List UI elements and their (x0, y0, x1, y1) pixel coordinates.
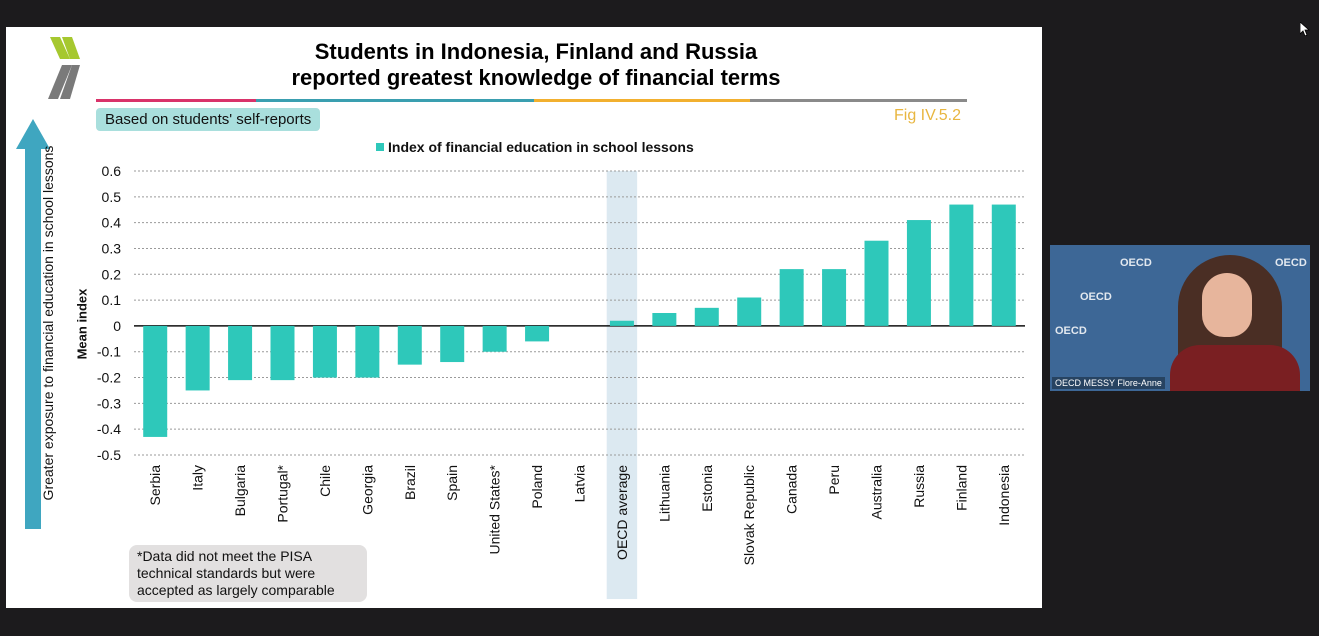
bar (482, 325, 507, 352)
bar (228, 325, 253, 381)
legend-label: Index of financial education in school l… (388, 139, 694, 155)
slide: Students in Indonesia, Finland and Russi… (6, 27, 1042, 608)
bar (397, 325, 422, 365)
bar (694, 307, 719, 326)
bar (779, 269, 804, 326)
y-tick-label: 0 (113, 318, 121, 334)
rule-segment-4 (750, 99, 967, 102)
bar (312, 325, 337, 378)
title-line-1: Students in Indonesia, Finland and Russi… (314, 39, 758, 64)
oecd-logo-icon (48, 37, 80, 99)
x-tick-label: Bulgaria (232, 465, 248, 517)
figure-number: Fig IV.5.2 (894, 107, 962, 124)
x-tick-label: Spain (444, 465, 460, 501)
bar (440, 325, 465, 363)
rule-segment-3 (534, 99, 750, 102)
x-tick-label: Poland (529, 465, 545, 509)
y-tick-label: -0.1 (97, 344, 121, 360)
bar (609, 320, 634, 326)
bar (270, 325, 295, 381)
video-tile[interactable]: OECD OECD OECD OECD OECD OECD MESSY Flor… (1050, 245, 1310, 391)
x-tick-label: United States* (487, 464, 503, 554)
title-line-2: reported greatest knowledge of financial… (291, 65, 781, 90)
y-tick-label: 0.1 (102, 292, 122, 308)
x-tick-label: Brazil (402, 465, 418, 500)
x-tick-label: Chile (317, 465, 333, 497)
participant-body (1170, 345, 1300, 391)
legend-swatch (376, 143, 384, 151)
slide-title: Students in Indonesia, Finland and Russi… (96, 39, 976, 91)
bar-chart: 0.6 0.5 0.4 0.3 0.2 0.1 0 -0.1 -0.2 -0.3 -0.4 -0.5 S… (97, 163, 1025, 599)
x-tick-label: Russia (911, 465, 927, 508)
y-tick-label: 0.3 (102, 240, 122, 256)
x-tick-label: Peru (826, 465, 842, 495)
bar (864, 240, 889, 326)
bar (906, 220, 931, 326)
participant-name: OECD MESSY Flore-Anne (1052, 377, 1165, 389)
footnote: *Data did not meet the PISA technical st… (129, 545, 367, 602)
x-tick-label: Estonia (699, 465, 715, 512)
bar (991, 204, 1016, 326)
x-tick-label: Latvia (572, 465, 588, 503)
y-tick-label: -0.3 (97, 395, 121, 411)
watermark: OECD (1120, 257, 1152, 269)
watermark: OECD (1275, 257, 1307, 269)
bar (652, 313, 677, 326)
watermark: OECD (1080, 291, 1112, 303)
bar (525, 325, 550, 342)
y-tick-label: 0.4 (102, 215, 122, 231)
participant-face (1202, 273, 1252, 337)
x-tick-label: OECD average (614, 465, 630, 560)
up-arrow-icon (16, 119, 50, 529)
bar (185, 325, 210, 391)
oecd-average-highlight (606, 171, 638, 599)
y-tick-label: 0.6 (102, 163, 122, 179)
y-tick-label: -0.4 (97, 421, 121, 437)
rule-segment-2 (256, 99, 534, 102)
x-tick-label: Indonesia (996, 465, 1012, 526)
bar (822, 269, 847, 326)
x-tick-label: Australia (869, 465, 885, 520)
x-tick-label: Finland (953, 465, 969, 511)
x-tick-label: Lithuania (656, 465, 672, 522)
bar (949, 204, 974, 326)
y-tick-label: -0.5 (97, 447, 121, 463)
y-tick-label: 0.5 (102, 189, 122, 205)
bar (143, 325, 168, 437)
x-tick-label: Portugal* (275, 464, 291, 522)
x-tick-label: Italy (190, 465, 206, 491)
y-tick-label: 0.2 (102, 266, 122, 282)
chart-legend: Index of financial education in school l… (376, 139, 694, 155)
rule-segment-1 (96, 99, 256, 102)
x-tick-label: Georgia (359, 465, 375, 515)
bar (355, 325, 380, 378)
bar (737, 297, 762, 326)
x-tick-label: Canada (784, 465, 800, 514)
watermark: OECD (1055, 325, 1087, 337)
x-tick-label: Serbia (147, 465, 163, 506)
x-tick-label: Slovak Republic (741, 465, 757, 565)
note-label: Based on students' self-reports (96, 108, 321, 131)
y-tick-label: -0.2 (97, 370, 121, 386)
cursor-icon (1300, 22, 1310, 36)
